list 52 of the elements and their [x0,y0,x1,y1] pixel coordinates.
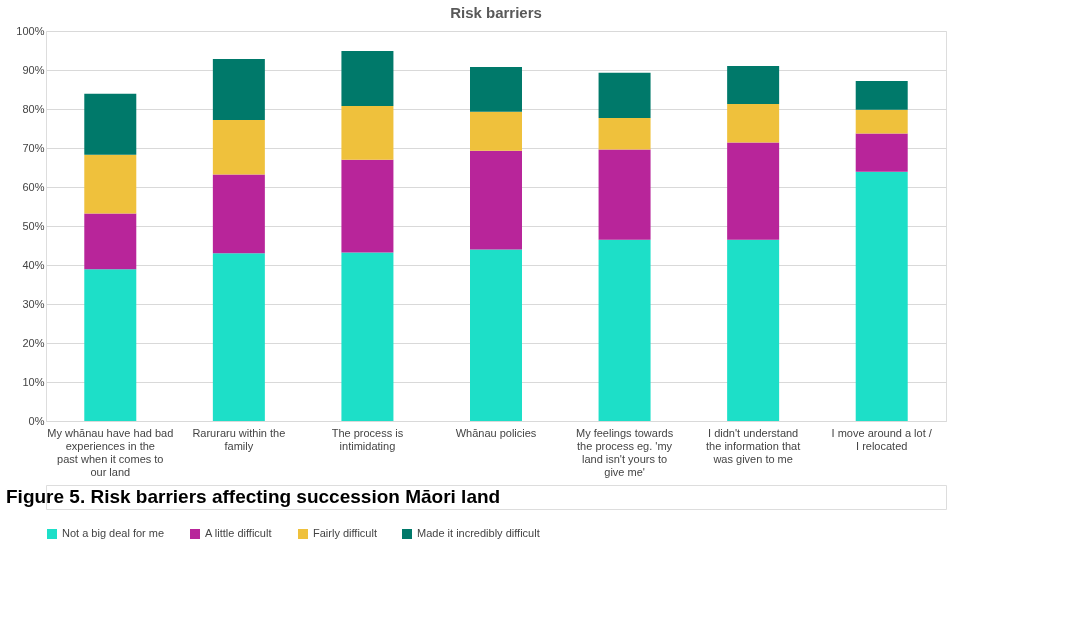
bar [855,171,908,421]
bar [212,174,265,254]
bar [341,50,394,106]
bar [84,93,137,155]
bar [598,117,651,150]
bar [470,66,522,112]
y-tick-label: 100% [16,24,45,37]
bar [341,159,394,253]
x-tick-label: My feelings towards the process eg. 'my land isn't yours to give me' [575,426,674,478]
y-tick-label: 0% [28,414,45,427]
bar [84,269,137,421]
legend-label: Fairly difficult [313,527,377,539]
bar [855,133,908,172]
bar [598,149,651,240]
y-tick-label: 30% [22,297,45,310]
y-tick-label: 50% [22,219,45,232]
bar [727,66,780,104]
y-tick-label: 70% [22,141,45,154]
y-tick-label: 80% [22,102,45,115]
bar [727,142,780,240]
y-tick-label: 40% [22,258,45,271]
bar [470,249,522,421]
legend-label: Not a big deal for me [62,527,165,539]
bar [855,80,908,110]
bar [341,252,394,421]
bar [84,154,137,214]
y-tick-label: 10% [22,375,45,388]
bar [84,213,137,270]
x-tick-label: I didn't understand the information that was given to me [706,426,801,465]
x-tick-label: I move around a lot / I relocated [831,426,933,452]
y-tick-label: 90% [22,63,45,76]
bar [212,59,265,120]
bar [598,72,651,118]
x-tick-label: My whānau have had bad experiences in the past when it comes to our land [47,426,174,478]
caption: Figure 5. Risk barriers affecting succession Māori land [6,486,501,507]
legend-label: Made it incredibly difficult [417,527,540,539]
x-tick-label: Raruraru within the family [192,426,286,452]
x-tick-label: The process is intimidating [331,426,404,452]
bar [341,105,394,160]
y-tick-label: 20% [22,336,45,349]
chart-title: Risk barriers [450,4,542,21]
bar [470,150,522,250]
bar [212,119,265,175]
bar [855,109,908,134]
bar [598,239,651,421]
bar [727,239,780,421]
legend-label: A little difficult [205,527,272,539]
x-tick-label: Whānau policies [455,426,537,439]
bar [727,103,780,143]
y-tick-label: 60% [22,180,45,193]
bar [212,253,265,421]
bar [470,111,522,151]
